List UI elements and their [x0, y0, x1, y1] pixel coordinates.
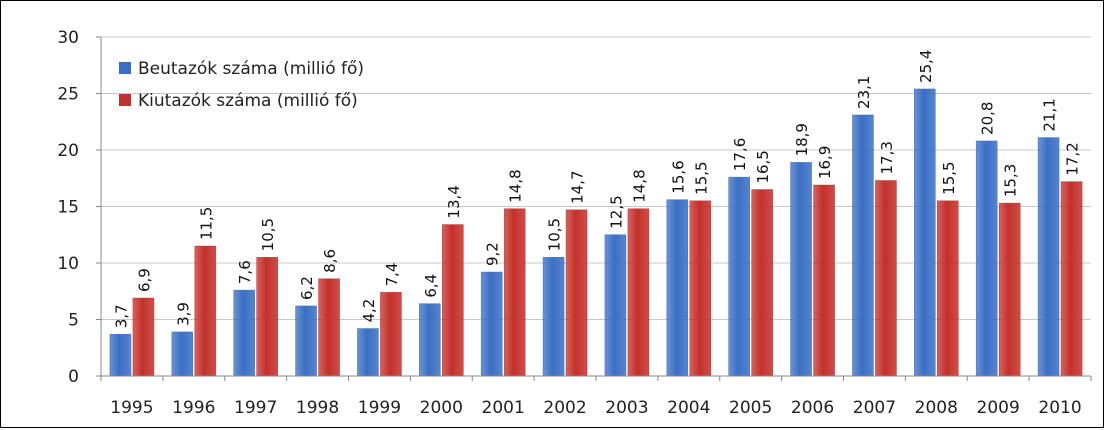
bar-beutazok: [295, 305, 317, 377]
bar-kiutazok: [256, 257, 278, 377]
x-tick-label: 2001: [482, 398, 525, 418]
data-label: 21,1: [1041, 98, 1059, 131]
legend-label-beutazok: Beutazók száma (millió fő): [138, 59, 364, 79]
bar-kiutazok: [565, 209, 588, 377]
bar-kiutazok: [380, 292, 402, 377]
data-label: 10,5: [546, 218, 564, 251]
data-label: 23,1: [855, 76, 873, 109]
bar-beutazok: [357, 328, 379, 377]
x-tick-label: 2008: [915, 398, 958, 418]
y-tick-label: 10: [57, 254, 79, 274]
x-tick-label: 2005: [729, 398, 772, 418]
data-label: 3,7: [112, 304, 130, 328]
legend: Beutazók száma (millió fő) Kiutazók száma…: [119, 59, 364, 111]
bar-beutazok: [604, 234, 627, 377]
bar-beutazok: [233, 289, 255, 377]
data-label: 17,6: [731, 138, 749, 171]
data-label: 12,5: [607, 195, 625, 228]
data-label: 13,4: [445, 185, 463, 218]
data-label: 6,9: [135, 268, 153, 292]
bars: [109, 88, 1083, 377]
data-label: 15,5: [692, 161, 710, 194]
x-tick-label: 1998: [296, 398, 339, 418]
data-labels: 3,7 6,9 3,9 11,5 7,6 10,5 6,2 8,6 4,2 7,4 6,4 13,4 9…: [112, 50, 1081, 329]
data-label: 4,2: [360, 299, 378, 323]
data-label: 9,2: [484, 242, 502, 266]
data-label: 16,5: [754, 150, 772, 183]
bar-beutazok: [975, 140, 998, 377]
x-axis-ticks: 1995 1996 1997 1998 1999 2000 2001 2002 2003 2004…: [100, 376, 1092, 418]
y-tick-label: 5: [68, 311, 79, 331]
data-label: 17,3: [878, 141, 896, 174]
y-tick-label: 0: [68, 367, 79, 387]
data-label: 15,5: [940, 161, 958, 194]
y-tick-label: 20: [57, 141, 79, 161]
data-label: 18,9: [793, 123, 811, 156]
data-label: 11,5: [197, 207, 215, 240]
y-tick-label: 30: [57, 28, 79, 48]
bar-kiutazok: [813, 184, 835, 377]
data-label: 15,6: [669, 160, 687, 193]
x-tick-label: 1995: [110, 398, 153, 418]
bar-beutazok: [728, 176, 750, 377]
bar-beutazok: [790, 162, 812, 377]
x-tick-label: 2004: [667, 398, 710, 418]
x-tick-label: 2006: [791, 398, 834, 418]
bar-kiutazok: [318, 278, 340, 377]
data-label: 14,7: [569, 170, 587, 203]
data-label: 20,8: [979, 102, 997, 135]
x-tick-label: 2000: [420, 398, 463, 418]
data-label: 7,6: [236, 260, 254, 284]
y-axis-ticks: 0 5 10 15 20 25 30: [57, 28, 102, 387]
bar-beutazok: [419, 303, 441, 377]
data-label: 7,4: [383, 263, 401, 287]
legend-swatch-beutazok: [119, 62, 131, 74]
bar-beutazok: [171, 331, 194, 377]
x-tick-label: 1999: [358, 398, 401, 418]
bar-beutazok: [542, 257, 565, 377]
x-tick-label: 2010: [1038, 398, 1081, 418]
bar-kiutazok: [132, 297, 155, 377]
data-label: 3,9: [174, 302, 192, 326]
bar-kiutazok: [627, 208, 650, 377]
legend-swatch-kiutazok: [119, 94, 131, 106]
bar-beutazok: [914, 88, 936, 377]
data-label: 8,6: [321, 249, 339, 273]
data-label: 14,8: [507, 169, 525, 202]
data-label: 17,2: [1064, 142, 1082, 175]
legend-label-kiutazok: Kiutazók száma (millió fő): [138, 91, 358, 111]
bar-kiutazok: [194, 245, 217, 377]
data-label: 15,3: [1002, 164, 1020, 197]
x-tick-label: 2009: [977, 398, 1020, 418]
x-tick-label: 2003: [605, 398, 648, 418]
bar-kiutazok: [442, 224, 464, 377]
bar-beutazok: [480, 271, 503, 377]
x-tick-label: 1996: [172, 398, 215, 418]
bar-kiutazok: [689, 200, 712, 377]
x-tick-label: 1997: [234, 398, 277, 418]
data-label: 6,2: [298, 276, 316, 300]
y-tick-label: 25: [57, 85, 79, 105]
bar-beutazok: [109, 333, 132, 377]
x-tick-label: 2007: [853, 398, 896, 418]
data-label: 16,9: [816, 146, 834, 179]
bar-beutazok: [666, 199, 689, 377]
data-label: 14,8: [630, 169, 648, 202]
bar-kiutazok: [998, 202, 1021, 377]
y-tick-label: 15: [57, 198, 79, 218]
x-tick-label: 2002: [543, 398, 586, 418]
data-label: 25,4: [917, 50, 935, 83]
bar-kiutazok: [751, 189, 773, 377]
bar-kiutazok: [875, 180, 897, 377]
bar-kiutazok: [1060, 181, 1083, 377]
data-label: 6,4: [422, 274, 440, 298]
data-label: 10,5: [259, 218, 277, 251]
bar-beutazok: [852, 114, 874, 377]
bar-kiutazok: [503, 208, 526, 377]
bar-kiutazok: [937, 200, 959, 377]
bar-beutazok: [1037, 137, 1060, 377]
